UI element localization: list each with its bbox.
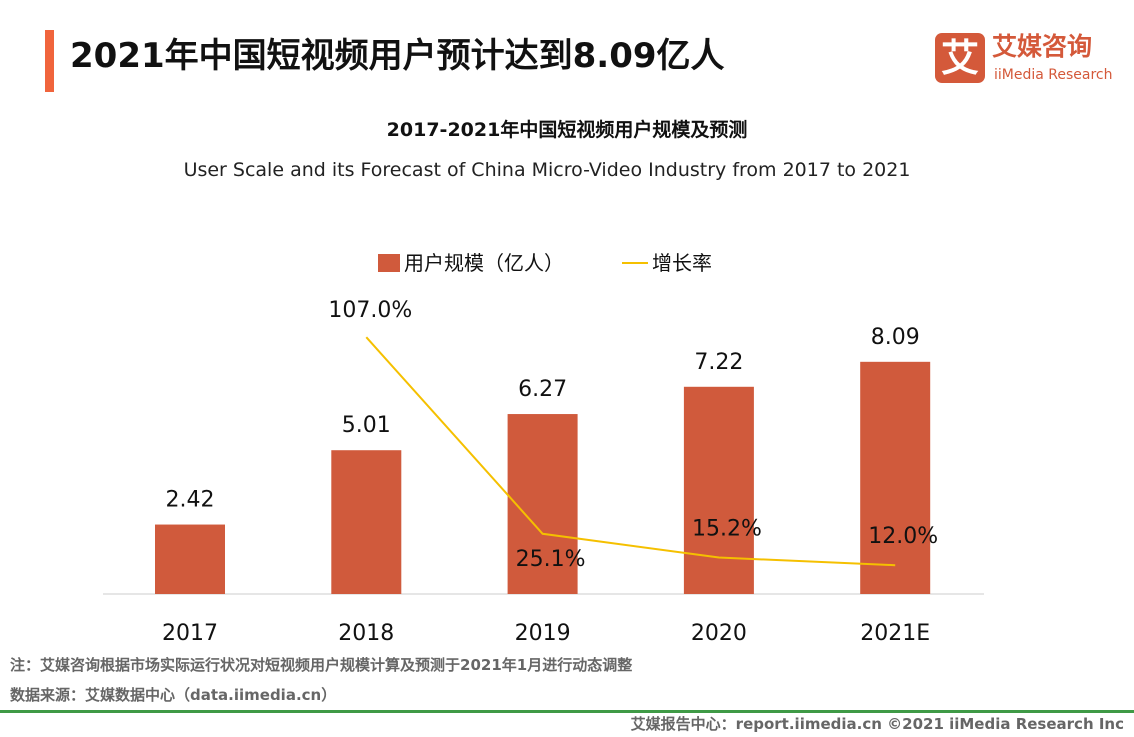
x-tick-label: 2017 <box>162 621 218 646</box>
x-tick-label: 2020 <box>691 621 747 646</box>
bar-value-label: 6.27 <box>518 377 567 402</box>
title-accent-bar <box>45 30 54 92</box>
bar <box>331 450 402 594</box>
bar <box>507 414 578 594</box>
logo-icon: 艾 <box>935 33 985 83</box>
growth-value-label: 107.0% <box>328 298 412 323</box>
chart-title: 2017-2021年中国短视频用户规模及预测 <box>387 118 748 141</box>
bar <box>860 361 931 594</box>
page-title: 2021年中国短视频用户预计达到8.09亿人 <box>70 36 725 76</box>
x-tick-label: 2021E <box>860 621 930 646</box>
header: 2021年中国短视频用户预计达到8.09亿人 艾 艾媒咨询 iiMedia Re… <box>0 0 1134 100</box>
footnote: 注：艾媒咨询根据市场实际运行状况对短视频用户规模计算及预测于2021年1月进行动… <box>10 656 633 674</box>
bar-value-label: 8.09 <box>871 325 920 350</box>
bar-value-label: 7.22 <box>694 350 743 375</box>
growth-value-label: 15.2% <box>692 517 762 542</box>
logo-text-en: iiMedia Research <box>994 67 1113 83</box>
footer-credit: 艾媒报告中心：report.iimedia.cn ©2021 iiMedia R… <box>630 715 1124 733</box>
bar <box>155 524 225 594</box>
data-source: 数据来源：艾媒数据中心（data.iimedia.cn） <box>10 686 337 704</box>
legend-line-label: 增长率 <box>652 251 712 275</box>
growth-value-label: 25.1% <box>516 547 586 572</box>
bar-value-label: 2.42 <box>166 488 215 513</box>
chart: 2017-2021年中国短视频用户规模及预测 User Scale and it… <box>103 118 984 646</box>
logo-text-cn: 艾媒咨询 <box>992 32 1093 61</box>
growth-value-label: 12.0% <box>868 524 938 549</box>
bar <box>683 386 754 594</box>
growth-line <box>365 336 896 567</box>
footer-divider <box>0 710 1134 713</box>
chart-subtitle: User Scale and its Forecast of China Mic… <box>184 159 911 181</box>
legend-bar-label: 用户规模（亿人） <box>404 251 564 275</box>
x-tick-label: 2019 <box>515 621 571 646</box>
bar-value-label: 5.01 <box>342 413 391 438</box>
x-tick-label: 2018 <box>338 621 394 646</box>
legend-bar-swatch <box>378 254 400 272</box>
